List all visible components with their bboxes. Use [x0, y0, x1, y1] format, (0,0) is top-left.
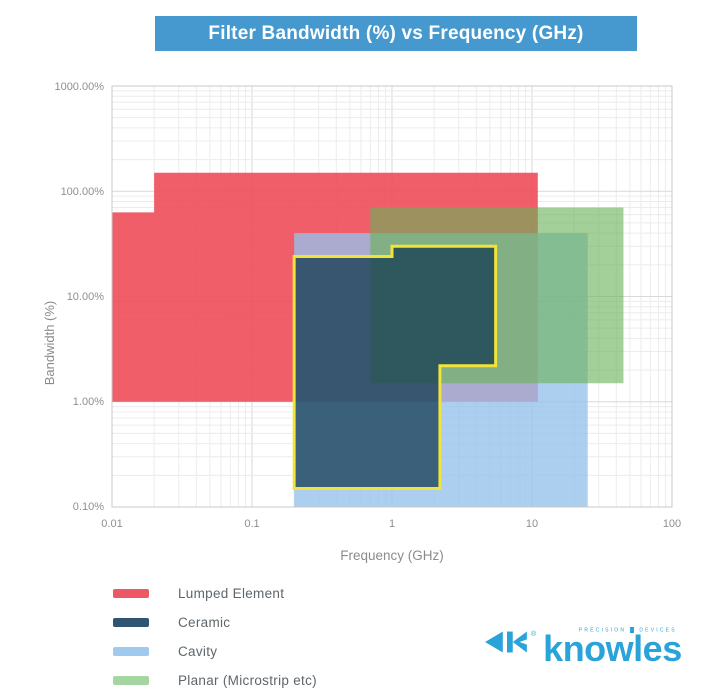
y-tick-10: 10.00%	[66, 291, 104, 303]
legend-swatch-planar	[113, 675, 149, 685]
legend-swatch-cavity	[113, 646, 149, 656]
tagline-separator-icon	[629, 626, 634, 633]
legend-label-cavity: Cavity	[178, 643, 218, 659]
legend: Lumped Element Ceramic Cavity Planar (Mi…	[113, 586, 317, 696]
x-tick-10: 10	[525, 518, 539, 530]
title-banner: Filter Bandwidth (%) vs Frequency (GHz)	[155, 16, 637, 51]
legend-item-ceramic: Ceramic	[113, 614, 317, 630]
tagline-precision: PRECISION	[578, 627, 627, 633]
logo-brand-text: knowles	[543, 628, 682, 669]
logo-tagline: PRECISION DEVICES	[543, 626, 682, 633]
registered-trademark: ®	[531, 631, 537, 638]
x-axis-label: Frequency (GHz)	[340, 548, 444, 563]
legend-item-cavity: Cavity	[113, 643, 317, 659]
plot-border	[111, 85, 673, 508]
legend-label-lumped-element: Lumped Element	[178, 585, 285, 601]
legend-label-ceramic: Ceramic	[178, 614, 231, 630]
tagline-devices: DEVICES	[639, 627, 677, 633]
y-tick-1000: 1000.00%	[54, 81, 104, 93]
y-tick-0p1: 0.10%	[72, 501, 104, 513]
y-tick-100: 100.00%	[60, 186, 104, 198]
legend-item-planar: Planar (Microstrip etc)	[113, 672, 317, 688]
legend-swatch-ceramic	[113, 617, 149, 627]
knowles-logo: ® PRECISION DEVICES knowles	[484, 620, 682, 669]
legend-swatch-lumped-element	[113, 588, 149, 598]
region-ceramic	[292, 244, 498, 490]
x-tick-100: 100	[662, 518, 682, 530]
y-axis-label: Bandwidth (%)	[42, 300, 57, 386]
legend-item-lumped-element: Lumped Element	[113, 585, 317, 601]
knowles-wordmark: PRECISION DEVICES knowles	[543, 626, 682, 669]
x-tick-0p1: 0.1	[244, 518, 260, 530]
page-title: Filter Bandwidth (%) vs Frequency (GHz)	[208, 22, 584, 44]
y-tick-1: 1.00%	[72, 396, 104, 408]
legend-label-planar: Planar (Microstrip etc)	[178, 672, 317, 688]
x-tick-0p01: 0.01	[101, 518, 123, 530]
x-tick-1: 1	[388, 518, 396, 530]
knowles-k-icon	[485, 631, 527, 653]
